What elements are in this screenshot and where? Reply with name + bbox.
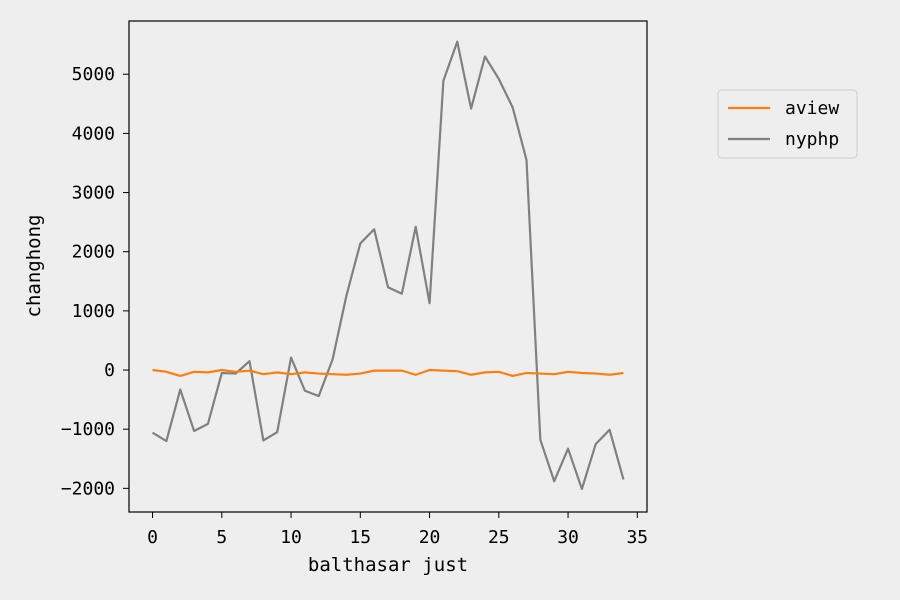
x-tick-label: 35: [626, 527, 648, 548]
x-axis: 0 5 10 15 20 25 30 35: [147, 512, 648, 548]
series-line-nyphp: [151, 40, 625, 491]
x-tick-label: 20: [419, 527, 441, 548]
x-tick-label: 25: [488, 527, 510, 548]
y-axis-label: changhong: [23, 215, 45, 318]
y-tick-label: 3000: [72, 183, 115, 204]
y-tick-label: −2000: [61, 478, 115, 499]
y-tick-label: 1000: [72, 301, 115, 322]
legend: aview nyphp: [717, 89, 858, 159]
y-axis: −2000 −1000 0 1000 2000 3000 4000 5000: [61, 64, 129, 499]
series-line-aview: [152, 368, 624, 378]
x-tick-label: 10: [280, 527, 302, 548]
plot-frame: [128, 20, 648, 513]
x-tick-label: 30: [557, 527, 579, 548]
y-tick-label: 0: [104, 360, 115, 381]
x-tick-label: 15: [349, 527, 371, 548]
legend-label-aview: aview: [785, 98, 839, 119]
y-tick-label: 2000: [72, 242, 115, 263]
series-layer: [151, 40, 625, 491]
x-tick-label: 5: [216, 527, 227, 548]
legend-label-nyphp: nyphp: [785, 129, 839, 150]
x-tick-label: 0: [147, 527, 158, 548]
x-axis-label: balthasar just: [308, 554, 468, 576]
plot-area: [129, 21, 647, 512]
y-tick-label: 5000: [72, 64, 115, 85]
y-tick-label: −1000: [61, 419, 115, 440]
y-tick-label: 4000: [72, 123, 115, 144]
